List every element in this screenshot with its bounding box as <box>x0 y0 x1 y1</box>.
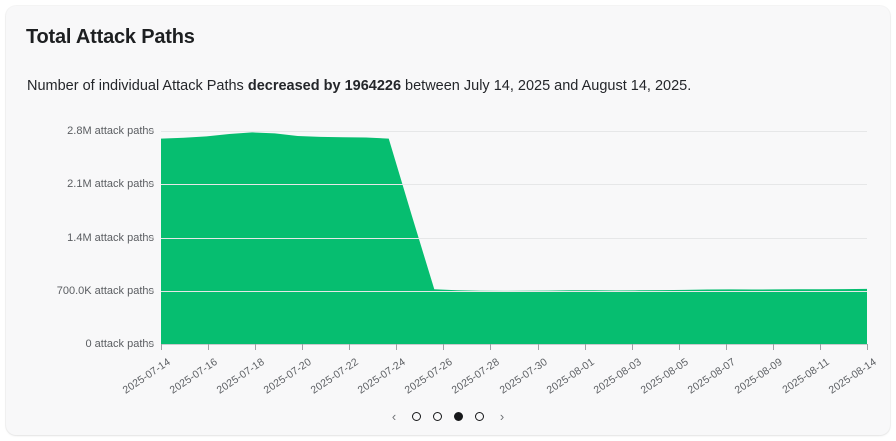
x-axis-tick-mark <box>678 344 680 350</box>
subtitle-emphasis: decreased by 1964226 <box>247 78 402 94</box>
y-axis-tick-label: 2.1M attack paths <box>67 178 154 191</box>
pagination-dot-active[interactable] <box>454 411 463 421</box>
x-axis-tick-mark <box>537 344 539 350</box>
x-axis-tick-mark <box>631 344 633 350</box>
y-axis-tick-mark <box>147 237 154 238</box>
pagination-dot[interactable] <box>412 411 421 421</box>
x-axis-tick-label: 2025-08-05 <box>638 356 691 397</box>
x-axis-tick-mark <box>490 344 492 350</box>
x-axis-tick-label: 2025-07-20 <box>261 356 314 397</box>
y-axis-tick-label: 0 attack paths <box>85 338 155 350</box>
total-attack-paths-card: Total Attack Paths Number of individual … <box>6 6 890 435</box>
x-axis-tick-label: 2025-08-07 <box>685 356 738 397</box>
x-axis-tick-mark <box>161 344 162 350</box>
x-axis-tick-mark <box>302 344 304 350</box>
y-axis-tick-label: 1.4M attack paths <box>67 231 154 244</box>
x-axis-tick-mark <box>725 344 727 350</box>
gridline <box>161 131 867 132</box>
pagination-dot[interactable] <box>475 411 484 421</box>
x-axis-tick-mark <box>396 344 398 350</box>
y-axis: 0 attack paths 700.0K attack paths 1.4M at… <box>6 116 154 406</box>
x-axis-tick-mark <box>443 344 445 350</box>
y-axis-tick-label: 700.0K attack paths <box>56 284 154 297</box>
x-axis-tick-label: 2025-07-26 <box>403 356 456 397</box>
y-axis-tick-mark <box>147 290 154 292</box>
gridline <box>161 290 867 292</box>
x-axis-tick-label: 2025-08-03 <box>591 356 644 397</box>
x-axis-tick-mark <box>255 344 257 350</box>
x-axis-tick-mark <box>819 344 821 350</box>
x-axis-tick-label: 2025-07-18 <box>214 356 267 397</box>
x-axis-tick-mark <box>772 344 774 350</box>
y-axis-tick-mark <box>147 130 154 132</box>
x-axis-tick-label: 2025-08-11 <box>780 356 832 397</box>
x-axis-tick-mark <box>867 344 868 350</box>
y-axis-tick-mark <box>147 183 154 185</box>
subtitle-prefix: Number of individual Attack Paths <box>27 78 248 94</box>
gridline <box>161 237 867 239</box>
x-axis-tick-mark <box>349 344 351 350</box>
x-axis-tick-label: 2025-07-22 <box>308 356 361 397</box>
pagination-dot[interactable] <box>433 411 442 421</box>
chevron-right-icon[interactable]: › <box>499 408 505 424</box>
x-axis-tick-label: 2025-07-24 <box>355 356 409 397</box>
x-axis-tick-label: 2025-07-16 <box>167 356 220 397</box>
plot-area <box>161 131 867 345</box>
x-axis-tick-label: 2025-08-01 <box>544 356 597 397</box>
x-axis-tick-label: 2025-08-09 <box>732 356 785 397</box>
chevron-left-icon[interactable]: ‹ <box>391 408 397 424</box>
attack-paths-area-chart: 0 attack paths 700.0K attack paths 1.4M at… <box>6 116 890 406</box>
x-axis-tick-label: 2025-07-28 <box>450 356 503 397</box>
y-axis-tick-label: 2.8M attack paths <box>67 125 154 137</box>
pagination-dots <box>412 411 484 421</box>
chart-pagination: ‹ › <box>6 405 890 427</box>
x-axis-tick-label: 2025-07-30 <box>497 356 550 397</box>
card-title: Total Attack Paths <box>26 26 195 48</box>
x-axis-tick-label: 2025-08-14 <box>826 356 879 397</box>
gridline <box>161 344 867 345</box>
y-axis-tick-mark <box>147 343 154 345</box>
card-subtitle: Number of individual Attack Paths decrea… <box>27 78 691 94</box>
x-axis-tick-mark <box>584 344 586 350</box>
subtitle-suffix: between July 14, 2025 and August 14, 202… <box>401 78 692 94</box>
gridline <box>161 184 867 186</box>
x-axis-tick-mark <box>208 344 210 350</box>
